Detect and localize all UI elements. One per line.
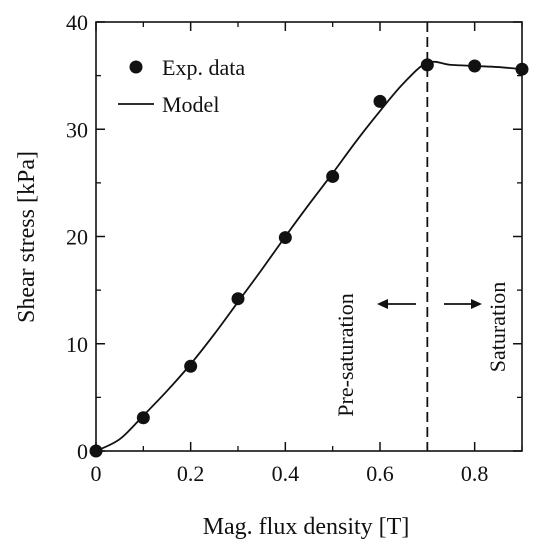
model-series-line bbox=[95, 60, 523, 452]
x-axis-title: Mag. flux density [T] bbox=[203, 514, 410, 540]
plot-area-frame bbox=[95, 21, 523, 452]
x-tick-label: 0.6 bbox=[366, 461, 394, 486]
saturation-label: Saturation bbox=[485, 282, 510, 372]
legend-label-model: Model bbox=[162, 92, 219, 117]
pre-saturation-arrow bbox=[377, 299, 416, 309]
y-tick-label: 30 bbox=[66, 117, 88, 142]
pre-saturation-label: Pre-saturation bbox=[333, 293, 358, 416]
y-tick-label: 10 bbox=[66, 332, 88, 357]
y-axis-title: Shear stress [kPa] bbox=[14, 151, 40, 323]
exp-data-point bbox=[420, 58, 434, 72]
exp-data-point bbox=[89, 444, 103, 458]
y-tick-label: 20 bbox=[66, 225, 88, 250]
legend-marker-exp-data bbox=[129, 60, 143, 74]
exp-data-point bbox=[136, 411, 150, 425]
saturation-arrow bbox=[444, 299, 482, 309]
exp-data-point bbox=[231, 292, 245, 306]
experimental-data-points bbox=[89, 58, 529, 458]
exp-data-point bbox=[184, 359, 198, 373]
y-tick-label: 0 bbox=[77, 439, 88, 464]
exp-data-point bbox=[326, 169, 340, 183]
legend: Exp. data Model bbox=[118, 55, 245, 117]
x-tick-label: 0.8 bbox=[461, 461, 489, 486]
axis-tick-labels: 0 0.2 0.4 0.6 0.8 0 10 20 30 40 bbox=[66, 10, 488, 486]
axis-ticks bbox=[95, 21, 523, 452]
legend-label-exp-data: Exp. data bbox=[162, 55, 245, 80]
exp-data-point bbox=[515, 62, 529, 76]
x-tick-label: 0.4 bbox=[272, 461, 300, 486]
y-tick-label: 40 bbox=[66, 10, 88, 35]
exp-data-point bbox=[468, 59, 482, 73]
exp-data-point bbox=[278, 231, 292, 245]
x-tick-label: 0.2 bbox=[177, 461, 205, 486]
x-tick-label: 0 bbox=[91, 461, 102, 486]
exp-data-point bbox=[373, 94, 387, 108]
